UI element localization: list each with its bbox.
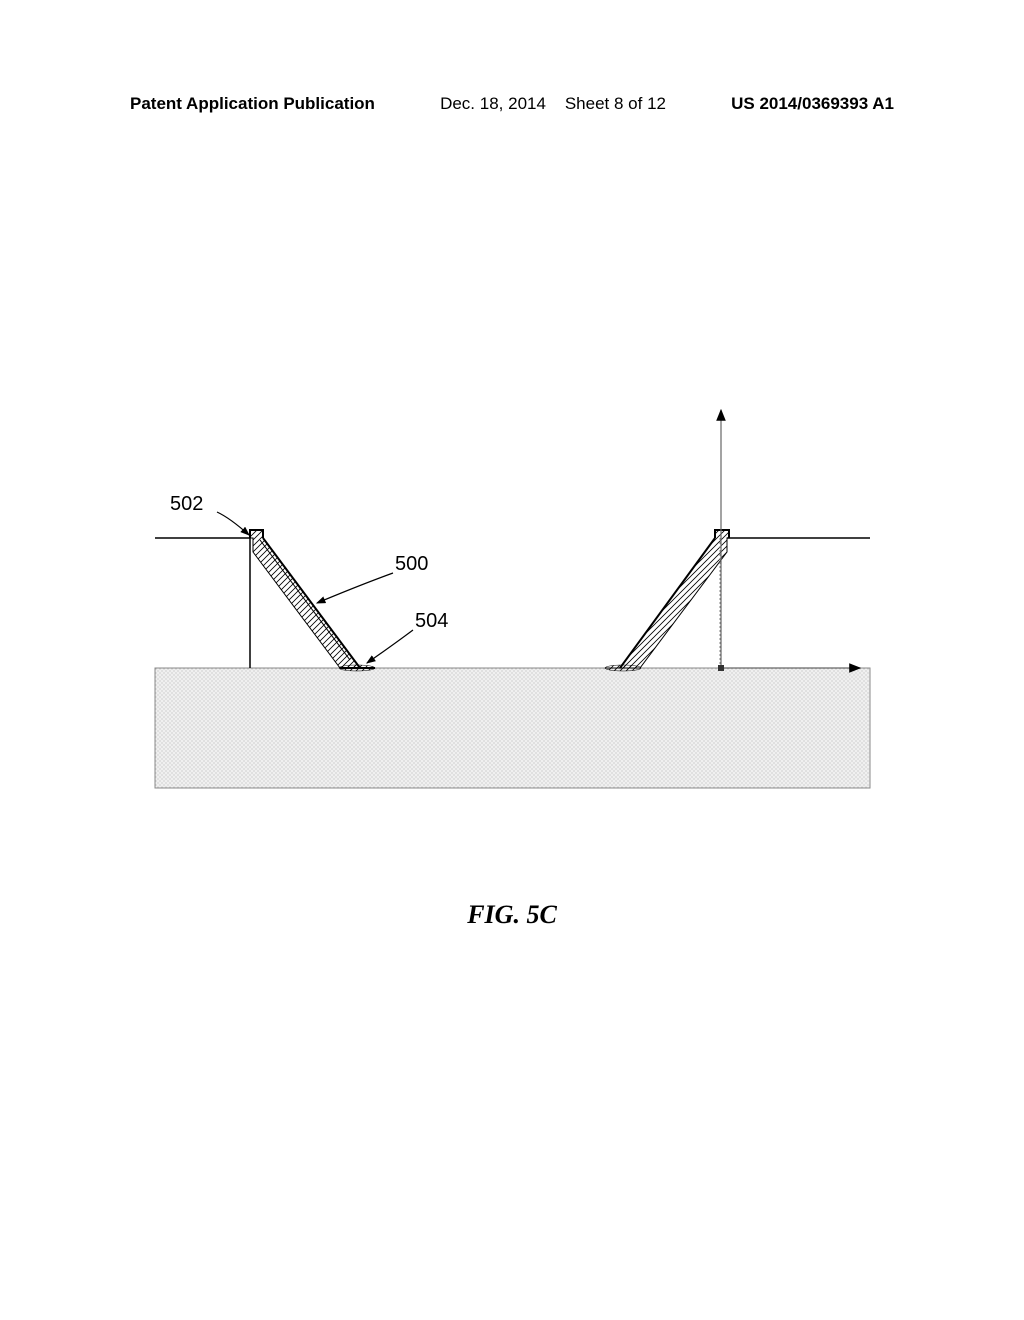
ref-502-label: 502 bbox=[170, 493, 249, 535]
header-date: Dec. 18, 2014 bbox=[440, 94, 546, 113]
substrate-region bbox=[155, 668, 870, 788]
header-sheet: Sheet 8 of 12 bbox=[565, 94, 666, 113]
page-header: Patent Application Publication Dec. 18, … bbox=[0, 94, 1024, 114]
figure-5c-container: 502 500 504 bbox=[145, 390, 880, 820]
header-date-sheet: Dec. 18, 2014 Sheet 8 of 12 bbox=[440, 94, 666, 114]
origin-marker bbox=[718, 665, 724, 671]
header-pub-number: US 2014/0369393 A1 bbox=[731, 94, 894, 114]
svg-text:500: 500 bbox=[395, 553, 428, 575]
svg-text:502: 502 bbox=[170, 493, 203, 515]
figure-caption: FIG. 5C bbox=[0, 900, 1024, 930]
figure-5c-svg: 502 500 504 bbox=[145, 390, 880, 820]
ref-500-label: 500 bbox=[317, 553, 428, 603]
right-structure bbox=[605, 530, 729, 671]
left-structure bbox=[250, 530, 375, 671]
ref-504-label: 504 bbox=[367, 610, 448, 663]
svg-text:504: 504 bbox=[415, 610, 448, 632]
header-publication-type: Patent Application Publication bbox=[130, 94, 375, 114]
